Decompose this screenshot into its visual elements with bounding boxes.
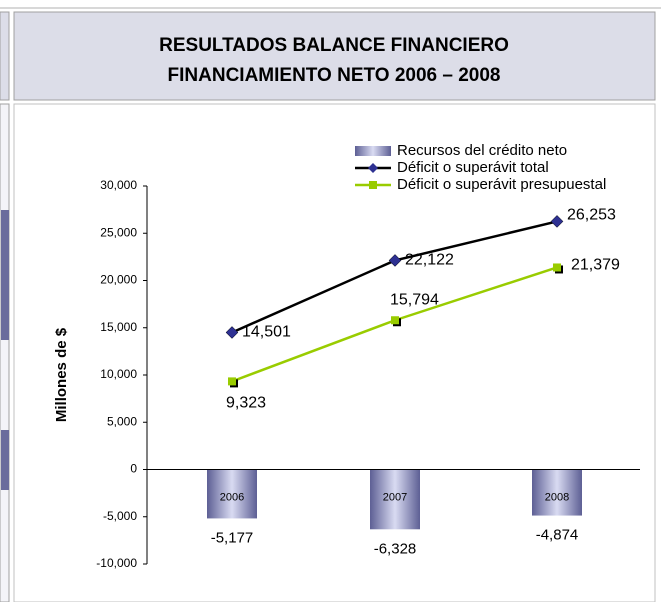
bar [370,469,420,530]
line-value-label: 15,794 [390,291,439,308]
bar [532,469,582,516]
left-decoration [1,430,9,490]
y-tick-label: 25,000 [100,225,137,239]
y-axis-label: Millones de $ [53,327,70,422]
line-value-label: 9,323 [226,395,266,412]
bar-value-label: -4,874 [536,527,579,544]
y-tick-label: -10,000 [96,556,137,570]
x-tick-label: 2008 [545,491,569,503]
header-band [13,11,656,101]
line-value-label: 21,379 [571,257,620,274]
left-decoration [1,210,9,340]
y-tick-label: 15,000 [100,320,137,334]
legend-swatch [355,146,391,156]
bar-value-label: -6,328 [374,540,417,557]
x-tick-label: 2006 [220,491,244,503]
y-tick-label: 20,000 [100,273,137,287]
y-tick-label: 5,000 [107,414,137,428]
bar [207,469,257,519]
x-tick-label: 2007 [383,491,407,503]
diamond-marker [388,254,402,267]
y-tick-label: 10,000 [100,367,137,381]
left-strip [0,103,10,603]
legend-label: Déficit o superávit presupuestal [397,176,606,193]
chart-title: RESULTADOS BALANCE FINANCIERO [159,35,509,56]
legend-marker [368,163,378,173]
left-header-strip [0,11,10,101]
legend-marker [369,181,377,189]
line-value-label: 26,253 [567,207,616,224]
y-tick-label: 0 [130,462,137,476]
bar-value-label: -5,177 [211,529,254,546]
chart-subtitle: FINANCIAMIENTO NETO 2006 – 2008 [168,65,501,86]
square-marker [553,263,561,272]
line-value-label: 14,501 [242,324,291,341]
legend-label: Recursos del crédito neto [397,142,567,159]
y-tick-label: -5,000 [103,509,137,523]
diamond-marker [550,215,564,228]
square-marker [391,316,399,325]
diamond-marker [225,326,239,339]
square-marker [228,377,236,386]
line-value-label: 22,122 [405,252,454,269]
legend-label: Déficit o superávit total [397,159,549,176]
y-tick-label: 30,000 [100,178,137,192]
